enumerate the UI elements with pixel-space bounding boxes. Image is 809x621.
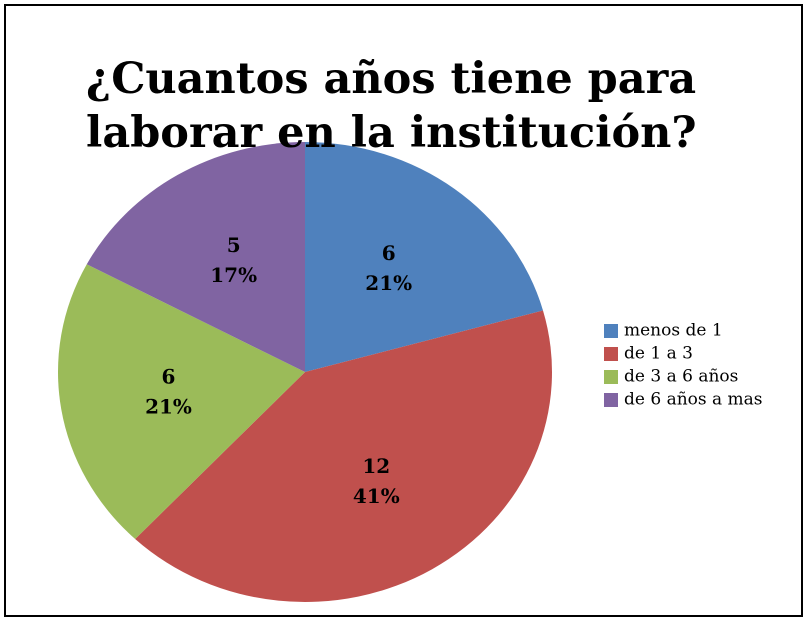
- percent-label: 41%: [353, 484, 400, 508]
- pie-slice: [135, 310, 552, 602]
- pie-slice: [305, 142, 543, 372]
- data-label: 6: [382, 241, 396, 265]
- legend-label: menos de 1: [624, 321, 723, 341]
- pie-slice: [58, 264, 305, 539]
- pie-slice: [86, 142, 305, 372]
- legend-swatch: [604, 393, 618, 407]
- legend-swatch: [604, 370, 618, 384]
- legend-swatch: [604, 324, 618, 338]
- legend-label: de 3 a 6 años: [624, 367, 738, 387]
- legend-swatch: [604, 347, 618, 361]
- chart-frame: [4, 4, 803, 617]
- legend-label: de 1 a 3: [624, 344, 693, 364]
- data-label: 5: [227, 233, 241, 257]
- percent-label: 17%: [210, 263, 257, 287]
- legend-label: de 6 años a mas: [624, 390, 763, 410]
- percent-label: 21%: [145, 394, 192, 418]
- data-label: 6: [162, 364, 176, 388]
- percent-label: 21%: [365, 271, 412, 295]
- chart-title: ¿Cuantos años tiene para laborar en la i…: [86, 54, 712, 158]
- data-label: 12: [362, 454, 390, 478]
